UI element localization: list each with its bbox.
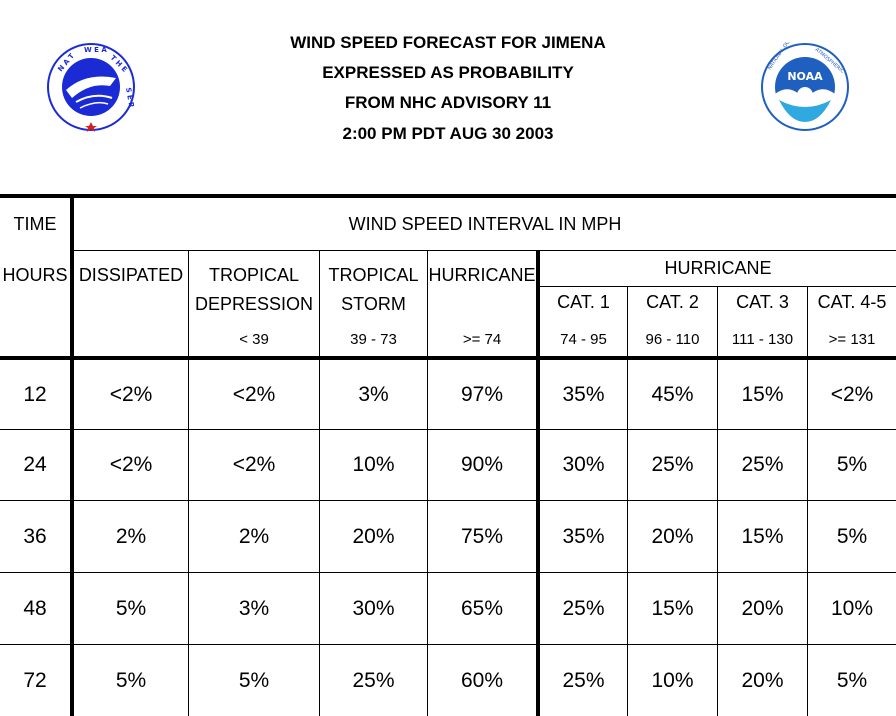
column-range-tropical-storm: 39 - 73	[350, 330, 397, 348]
probability-cell: 10%	[352, 453, 395, 476]
row-divider	[0, 572, 896, 573]
column-header-cat1: CAT. 1	[557, 291, 610, 312]
national-weather-service-logo: N A T W E A T H E S E R	[47, 43, 136, 132]
column-range-cat4-5: >= 131	[828, 330, 876, 348]
probability-cell: 15%	[741, 382, 784, 406]
probability-cell: 30%	[352, 596, 395, 620]
column-divider	[627, 286, 628, 716]
probability-cell: 3%	[358, 382, 389, 406]
interval-header-divider	[74, 250, 896, 251]
probability-cell: 25%	[562, 668, 605, 692]
column-range-hurricane: >= 74	[462, 330, 502, 348]
column-divider	[717, 286, 718, 716]
table-top-border	[0, 194, 896, 198]
probability-cell: 25%	[741, 453, 784, 476]
svg-text:S E R: S E R	[124, 87, 135, 109]
time-header: TIME	[13, 213, 57, 234]
probability-cell: 2%	[115, 524, 147, 548]
column-range-tropical-depression: < 39	[239, 330, 269, 348]
probability-cell: 10%	[830, 596, 874, 620]
probability-cell: 10%	[651, 668, 694, 692]
column-header-tropical-storm-line2: STORM	[341, 293, 406, 314]
probability-cell: 45%	[651, 382, 694, 406]
hours-cell: 24	[23, 453, 47, 476]
title-line-3: FROM NHC ADVISORY 11	[344, 93, 552, 112]
column-divider	[427, 250, 428, 716]
column-range-cat1: 74 - 95	[560, 330, 607, 348]
probability-cell: 5%	[238, 668, 270, 692]
column-divider	[807, 286, 808, 716]
probability-cell: 5%	[836, 668, 868, 692]
hurricane-group-header: HURRICANE	[664, 257, 772, 278]
noaa-logo-text: NOAA	[787, 70, 823, 83]
probability-cell: <2%	[830, 382, 874, 406]
probability-cell: 97%	[460, 382, 504, 406]
probability-cell: 5%	[836, 524, 868, 548]
hours-header: HOURS	[2, 264, 68, 285]
probability-cell: 5%	[115, 596, 147, 620]
hurricane-group-underline	[540, 286, 896, 287]
probability-cell: 2%	[238, 524, 270, 548]
probability-cell: 3%	[238, 596, 270, 620]
probability-cell: 20%	[741, 596, 784, 620]
probability-cell: 20%	[651, 524, 694, 548]
probability-cell: 20%	[352, 524, 395, 548]
probability-cell: 65%	[460, 596, 504, 620]
probability-cell: 5%	[115, 668, 147, 692]
svg-text:W E A: W E A	[84, 46, 107, 54]
probability-cell: 25%	[651, 453, 694, 476]
probability-cell: <2%	[232, 453, 276, 476]
probability-cell: 60%	[460, 668, 504, 692]
column-header-cat2: CAT. 2	[646, 291, 699, 312]
probability-cell: 75%	[460, 524, 504, 548]
probability-cell: 20%	[741, 668, 784, 692]
hurricane-group-divider	[536, 250, 540, 716]
column-header-tropical-storm: TROPICAL	[328, 264, 419, 285]
probability-cell: 90%	[460, 453, 504, 476]
time-column-divider	[70, 194, 74, 716]
column-header-dissipated: DISSIPATED	[78, 264, 184, 285]
wind-speed-interval-header: WIND SPEED INTERVAL IN MPH	[348, 213, 622, 234]
probability-cell: 30%	[562, 453, 605, 476]
column-range-cat2: 96 - 110	[645, 330, 700, 348]
probability-cell: 35%	[562, 524, 605, 548]
column-divider	[319, 250, 320, 716]
probability-cell: <2%	[232, 382, 276, 406]
hours-cell: 36	[23, 524, 47, 548]
hours-cell: 72	[23, 668, 47, 692]
column-header-cat4-5: CAT. 4-5	[817, 291, 887, 312]
column-header-hurricane: HURRICANE	[428, 264, 536, 285]
column-header-tropical-depression-line2: DEPRESSION	[194, 293, 314, 314]
title-line-1: WIND SPEED FORECAST FOR JIMENA	[290, 33, 606, 52]
probability-cell: 15%	[741, 524, 784, 548]
title-line-2: EXPRESSED AS PROBABILITY	[322, 63, 574, 82]
column-range-cat3: 111 - 130	[731, 330, 794, 348]
hours-cell: 48	[23, 596, 47, 620]
probability-cell: 35%	[562, 382, 605, 406]
title-line-4: 2:00 PM PDT AUG 30 2003	[342, 124, 554, 143]
row-divider	[0, 500, 896, 501]
probability-cell: 25%	[562, 596, 605, 620]
header-bottom-border	[0, 356, 896, 360]
probability-cell: 15%	[651, 596, 694, 620]
row-divider	[0, 644, 896, 645]
probability-cell: 5%	[836, 453, 868, 476]
noaa-logo: NOAA NATIONAL OCEANIC ATMOSPHERIC	[761, 42, 849, 131]
probability-cell: <2%	[109, 453, 153, 476]
column-header-tropical-depression: TROPICAL	[208, 264, 300, 285]
column-divider	[188, 250, 189, 716]
hours-cell: 12	[23, 382, 47, 406]
probability-cell: 25%	[352, 668, 395, 692]
probability-cell: <2%	[109, 382, 153, 406]
row-divider	[0, 429, 896, 430]
column-header-cat3: CAT. 3	[736, 291, 789, 312]
